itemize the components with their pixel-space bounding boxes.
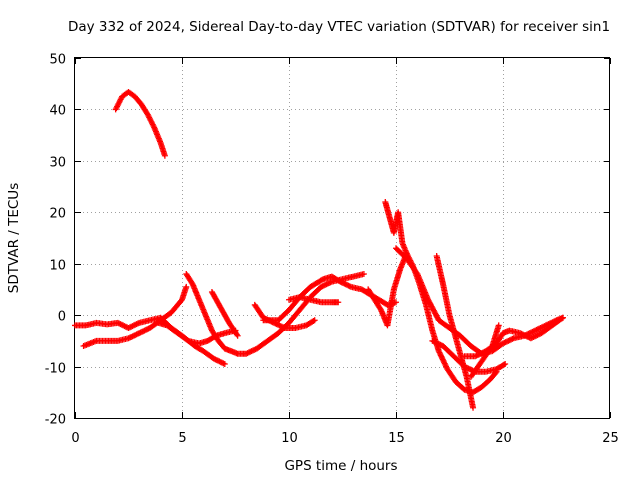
series-arc-early bbox=[112, 88, 168, 159]
data-point bbox=[310, 318, 317, 325]
data-point bbox=[183, 283, 190, 290]
y-axis-label: SDTVAR / TECUs bbox=[6, 183, 22, 293]
data-point bbox=[311, 317, 318, 324]
series-arc-b bbox=[80, 283, 190, 349]
data-point bbox=[360, 271, 367, 277]
series-arc-i bbox=[365, 250, 410, 329]
data-point bbox=[558, 315, 565, 322]
data-point bbox=[559, 314, 566, 321]
series-arc-c bbox=[155, 319, 239, 347]
y-tick-label: 20 bbox=[49, 207, 66, 222]
data-point bbox=[184, 337, 191, 343]
chart-title: Day 332 of 2024, Sidereal Day-to-day VTE… bbox=[68, 19, 610, 35]
data-points bbox=[72, 88, 566, 411]
data-point bbox=[234, 332, 241, 339]
y-tick-label: -20 bbox=[45, 413, 66, 428]
x-tick-label: 20 bbox=[495, 431, 512, 446]
data-point bbox=[500, 361, 507, 368]
y-tick-label: 40 bbox=[49, 104, 66, 119]
series-arc-h bbox=[286, 294, 342, 306]
series-arc-k bbox=[393, 245, 566, 357]
y-tick-label: 30 bbox=[49, 156, 66, 171]
series-arc-j bbox=[382, 199, 500, 396]
data-point bbox=[470, 404, 477, 411]
x-tick-label: 10 bbox=[281, 431, 298, 446]
series-arc-m bbox=[433, 253, 477, 411]
data-point bbox=[495, 322, 502, 329]
data-point bbox=[233, 331, 240, 338]
series-arc-o bbox=[467, 322, 502, 380]
data-point bbox=[161, 152, 168, 159]
x-tick-label: 25 bbox=[602, 431, 619, 446]
y-tick-label: 10 bbox=[49, 259, 66, 274]
x-axis-label: GPS time / hours bbox=[284, 458, 397, 474]
y-tick-label: 0 bbox=[58, 310, 66, 325]
x-tick-label: 15 bbox=[388, 431, 405, 446]
data-point bbox=[221, 361, 228, 367]
data-point bbox=[502, 361, 509, 367]
series-arc-e bbox=[208, 289, 241, 339]
y-tick-label: 50 bbox=[49, 53, 66, 68]
axis-ticks: 0 5 10 15 20 25 -20 -10 0 10 20 30 40 50 bbox=[45, 53, 619, 447]
x-tick-label: 0 bbox=[71, 431, 79, 446]
x-tick-label: 5 bbox=[178, 431, 186, 446]
plot-frame bbox=[74, 57, 610, 419]
y-tick-label: -10 bbox=[45, 362, 66, 377]
grid-lines bbox=[75, 58, 610, 418]
data-point bbox=[335, 299, 342, 306]
data-point bbox=[318, 276, 325, 283]
